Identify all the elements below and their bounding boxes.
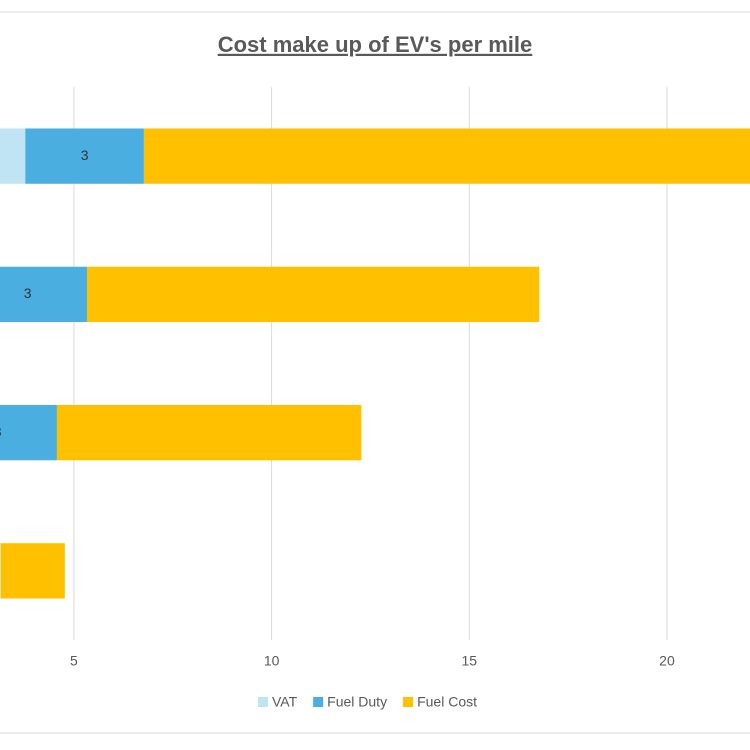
bar-segment <box>25 128 144 184</box>
bar-segment <box>86 266 540 323</box>
bar-segment <box>56 404 362 461</box>
x-tick-label: 20 <box>659 653 675 669</box>
chart-title: Cost make up of EV's per mile <box>218 32 533 57</box>
bar-segment <box>0 404 57 461</box>
legend-swatch <box>258 697 268 707</box>
bar-segment <box>0 128 26 184</box>
legend-swatch <box>403 697 414 707</box>
x-tick-label: 5 <box>70 653 78 669</box>
bar-segment <box>0 543 65 599</box>
legend-label: VAT <box>272 694 298 710</box>
data-label: 3 <box>24 285 32 301</box>
bar-segment <box>0 543 1 599</box>
bar-segment <box>0 266 87 323</box>
legend-label: Fuel Duty <box>327 694 387 710</box>
x-tick-label: 10 <box>264 653 280 669</box>
bars: 3 3 3 <box>0 128 750 599</box>
legend-label: Fuel Cost <box>417 694 477 710</box>
legend: VAT Fuel Duty Fuel Cost <box>258 694 477 710</box>
data-label: 3 <box>81 147 89 163</box>
bar-segment <box>143 128 750 184</box>
legend-swatch <box>313 697 324 707</box>
x-tick-label: 15 <box>462 653 478 669</box>
data-label: 3 <box>0 423 2 439</box>
